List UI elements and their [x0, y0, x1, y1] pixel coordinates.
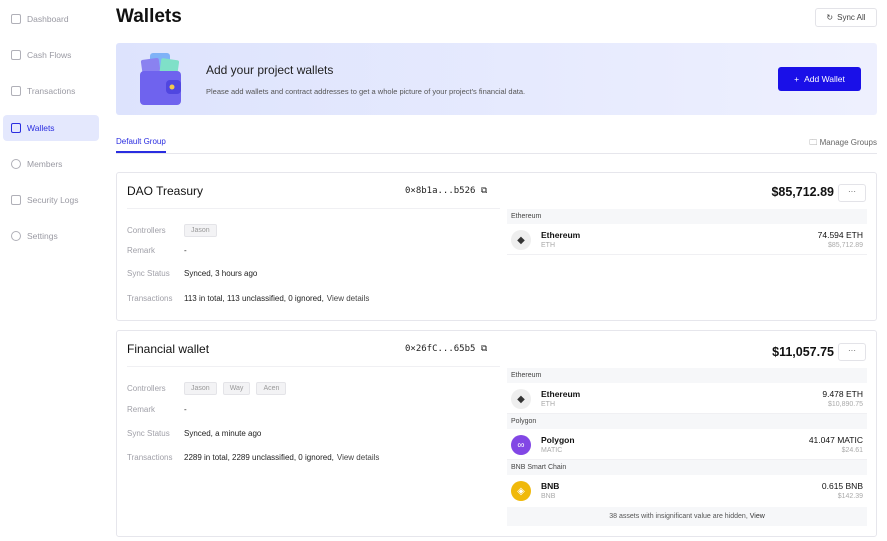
- wallet-illustration-icon: [140, 53, 181, 105]
- folder-icon: 🗀: [809, 138, 820, 147]
- controllers-row: Controllers Jason Way Acen: [127, 382, 292, 395]
- controller-chip: Jason: [184, 382, 217, 395]
- wallet-card: DAO Treasury 0×8b1a...b526 ⧉ Controllers…: [116, 172, 877, 321]
- wallet-total: $85,712.89: [771, 185, 834, 199]
- refresh-icon: ↻: [826, 13, 834, 22]
- sync-status-row: Sync Status Synced, a minute ago: [127, 429, 262, 438]
- chain-header: Polygon: [507, 414, 867, 429]
- sidebar-item-cash-flows[interactable]: Cash Flows: [3, 42, 99, 68]
- plus-icon: +: [794, 74, 800, 84]
- chain-header: Ethereum: [507, 368, 867, 383]
- tab-default-group[interactable]: Default Group: [116, 137, 166, 153]
- transactions-row: Transactions 2289 in total, 2289 unclassi…: [127, 453, 380, 462]
- more-button[interactable]: ···: [838, 184, 866, 202]
- copy-icon[interactable]: ⧉: [480, 186, 488, 196]
- sidebar-item-security-logs[interactable]: Security Logs: [3, 187, 99, 213]
- asset-row[interactable]: ◈ BNB BNB 0.615 BNB $142.39: [507, 475, 867, 506]
- more-button[interactable]: ···: [838, 343, 866, 361]
- controller-chip: Way: [222, 382, 251, 395]
- group-tabs: Default Group 🗀 Manage Groups: [116, 134, 877, 154]
- dashboard-icon: [11, 14, 21, 24]
- sidebar-item-transactions[interactable]: Transactions: [3, 78, 99, 104]
- controller-chip: Jason: [184, 224, 217, 237]
- gear-icon: [11, 231, 21, 241]
- sidebar-item-dashboard[interactable]: Dashboard: [3, 6, 99, 32]
- add-wallet-button[interactable]: + Add Wallet: [778, 67, 861, 91]
- clipboard-icon: [11, 195, 21, 205]
- wallet-address: 0×26fC...65b5 ⧉: [405, 344, 488, 354]
- view-details-link[interactable]: View details: [336, 453, 380, 462]
- asset-row[interactable]: ◆ Ethereum ETH 74.594 ETH $85,712.89: [507, 224, 867, 255]
- asset-row[interactable]: ∞ Polygon MATIC 41.047 MATIC $24.61: [507, 429, 867, 460]
- sidebar-item-wallets[interactable]: Wallets: [3, 115, 99, 141]
- view-hidden-link[interactable]: View: [749, 513, 765, 520]
- view-details-link[interactable]: View details: [326, 294, 370, 303]
- chain-header: BNB Smart Chain: [507, 460, 867, 475]
- asset-row[interactable]: ◆ Ethereum ETH 9.478 ETH $10,890.75: [507, 383, 867, 414]
- add-wallet-banner: Add your project wallets Please add wall…: [116, 43, 877, 115]
- banner-subtitle: Please add wallets and contract addresse…: [206, 87, 526, 96]
- banner-title: Add your project wallets: [206, 63, 334, 77]
- wallet-total: $11,057.75: [772, 345, 834, 359]
- bnb-icon: ◈: [511, 481, 531, 501]
- page-title: Wallets: [116, 6, 182, 27]
- divider: [127, 208, 500, 209]
- sync-status-row: Sync Status Synced, 3 hours ago: [127, 269, 258, 278]
- remark-row: Remark -: [127, 246, 187, 255]
- wallet-name: DAO Treasury: [127, 184, 204, 198]
- sync-all-button[interactable]: ↻ Sync All: [815, 8, 877, 27]
- controller-chip: Acen: [256, 382, 287, 395]
- polygon-icon: ∞: [511, 435, 531, 455]
- document-icon: [11, 86, 21, 96]
- sidebar: Dashboard Cash Flows Transactions Wallet…: [0, 0, 105, 541]
- remark-row: Remark -: [127, 405, 187, 414]
- user-icon: [11, 159, 21, 169]
- wallet-card: Financial wallet 0×26fC...65b5 ⧉ Control…: [116, 330, 877, 537]
- chain-header: Ethereum: [507, 209, 867, 224]
- divider: [127, 366, 500, 367]
- wallet-name: Financial wallet: [127, 342, 210, 356]
- manage-groups-button[interactable]: 🗀 Manage Groups: [809, 138, 877, 147]
- ethereum-icon: ◆: [511, 230, 531, 250]
- copy-icon[interactable]: ⧉: [480, 344, 488, 354]
- transactions-row: Transactions 113 in total, 113 unclassifi…: [127, 294, 370, 303]
- chart-icon: [11, 50, 21, 60]
- hidden-assets-note: 38 assets with insignificant value are h…: [507, 507, 867, 526]
- wallet-address: 0×8b1a...b526 ⧉: [405, 186, 488, 196]
- wallet-icon: [11, 123, 21, 133]
- sidebar-item-members[interactable]: Members: [3, 151, 99, 177]
- controllers-row: Controllers Jason: [127, 224, 223, 237]
- ethereum-icon: ◆: [511, 389, 531, 409]
- sidebar-item-settings[interactable]: Settings: [3, 223, 99, 249]
